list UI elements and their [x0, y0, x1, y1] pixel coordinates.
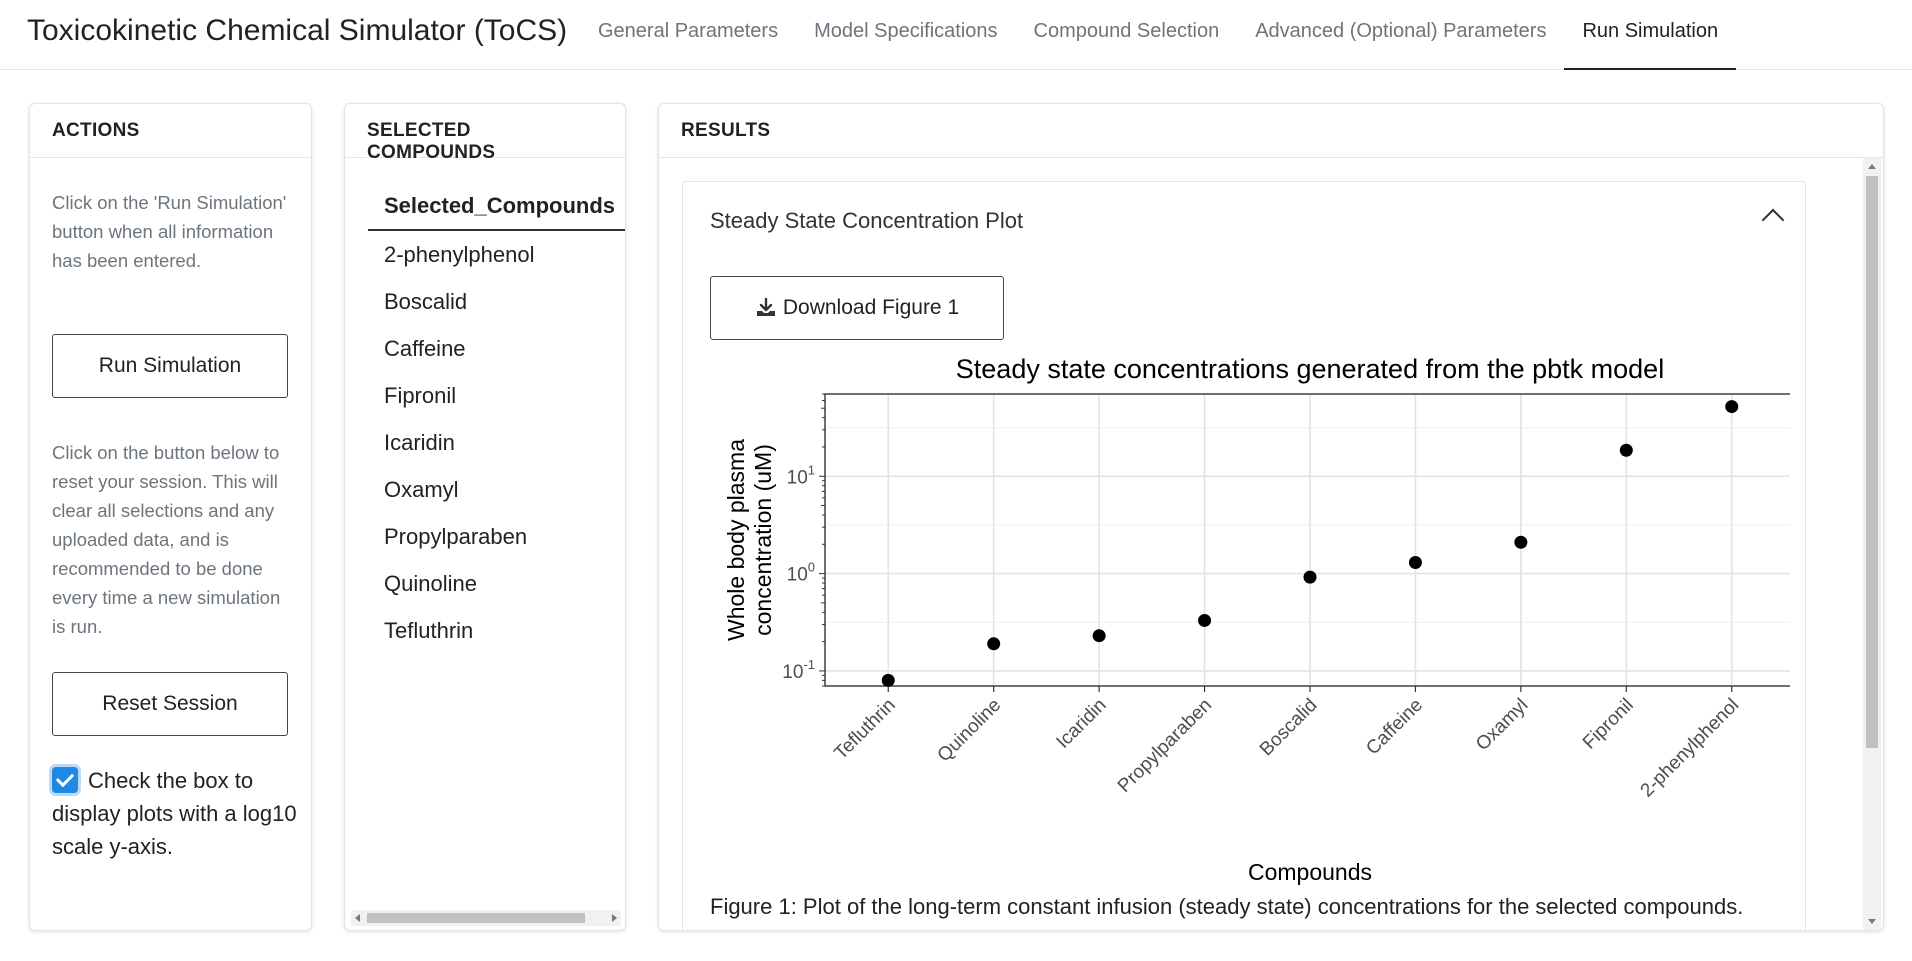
table-row: 2-phenylphenol — [384, 242, 535, 267]
x-tick-label: Fipronil — [1579, 695, 1638, 754]
app-title: Toxicokinetic Chemical Simulator (ToCS) — [27, 14, 568, 47]
x-axis-label: Compounds — [1248, 859, 1372, 885]
table-row: Boscalid — [384, 289, 468, 314]
data-point-icaridin — [1092, 629, 1106, 643]
actions-header: ACTIONS — [30, 104, 311, 158]
download-figure-button[interactable]: Download Figure 1 — [710, 276, 1004, 340]
data-point-tefluthrin — [881, 673, 895, 687]
scrollbar-thumb[interactable] — [367, 913, 585, 923]
x-tick-label: Boscalid — [1256, 695, 1322, 761]
x-tick-label: Propylparaben — [1114, 695, 1216, 797]
log-scale-option: Check the box to display plots with a lo… — [52, 764, 297, 863]
table-row: Icaridin — [384, 430, 455, 455]
y-tick-label: 101 — [787, 462, 815, 488]
x-tick-label: Caffeine — [1362, 695, 1427, 760]
data-point-2-phenylphenol — [1725, 400, 1739, 414]
download-icon — [756, 297, 775, 316]
tab-compound-selection[interactable]: Compound Selection — [1033, 20, 1220, 42]
download-button-label: Download Figure 1 — [782, 296, 960, 319]
chevron-up-icon[interactable] — [1761, 208, 1785, 232]
table-row: Caffeine — [384, 336, 466, 361]
results-body: Steady State Concentration Plot Download… — [659, 158, 1883, 930]
selected-compounds-header: SELECTED COMPOUNDS — [345, 104, 625, 163]
horizontal-scrollbar[interactable] — [351, 910, 621, 926]
figure-caption: Figure 1: Plot of the long-term constant… — [710, 894, 1744, 919]
vertical-scrollbar[interactable] — [1863, 158, 1881, 930]
results-header: RESULTS — [659, 104, 1883, 158]
data-point-caffeine — [1408, 555, 1422, 569]
table-row: Oxamyl — [384, 477, 459, 502]
top-navbar: Toxicokinetic Chemical Simulator (ToCS) … — [0, 0, 1912, 70]
y-tick-label: 10-1 — [782, 657, 815, 683]
results-card: RESULTS Steady State Concentration Plot … — [658, 103, 1884, 931]
data-point-fipronil — [1619, 443, 1633, 457]
table-row: Fipronil — [384, 383, 457, 408]
data-point-boscalid — [1303, 570, 1317, 584]
x-tick-label: 2-phenylphenol — [1637, 695, 1744, 802]
table-row: Propylparaben — [384, 524, 528, 549]
tab-advanced-parameters[interactable]: Advanced (Optional) Parameters — [1255, 20, 1547, 42]
x-tick-label: Tefluthrin — [830, 695, 899, 764]
y-tick-label: 100 — [787, 560, 815, 586]
reset-session-button[interactable]: Reset Session — [52, 672, 288, 736]
data-point-propylparaben — [1198, 613, 1212, 627]
scroll-left-icon[interactable] — [355, 914, 360, 922]
chart-title: Steady state concentrations generated fr… — [956, 354, 1664, 384]
plot-background — [825, 394, 1790, 686]
compounds-column-header: Selected_Compounds — [368, 181, 625, 231]
run-help-text: Click on the 'Run Simulation' button whe… — [52, 192, 287, 271]
compounds-table: Selected_Compounds 2-phenylphenol Boscal… — [368, 181, 625, 654]
nav-tabs: General Parameters Model Specifications … — [580, 0, 1737, 70]
tab-general-parameters[interactable]: General Parameters — [598, 20, 779, 42]
scroll-up-icon[interactable] — [1868, 164, 1876, 169]
actions-card: ACTIONS Click on the 'Run Simulation' bu… — [29, 103, 312, 931]
x-tick-label: Quinoline — [934, 695, 1006, 767]
y-axis-label: Whole body plasmaconcentration (uM) — [723, 439, 776, 641]
steady-state-panel: Steady State Concentration Plot Download… — [682, 181, 1806, 930]
tab-model-specifications[interactable]: Model Specifications — [814, 20, 998, 42]
x-tick-label: Icaridin — [1053, 695, 1111, 753]
selected-compounds-card: SELECTED COMPOUNDS Selected_Compounds 2-… — [344, 103, 626, 931]
x-tick-label: Oxamyl — [1472, 695, 1532, 755]
data-point-oxamyl — [1514, 535, 1528, 549]
scroll-right-icon[interactable] — [612, 914, 617, 922]
data-point-quinoline — [987, 637, 1001, 651]
table-row: Quinoline — [384, 571, 477, 596]
scroll-down-icon[interactable] — [1868, 919, 1876, 924]
scrollbar-thumb[interactable] — [1866, 176, 1878, 748]
tab-run-simulation[interactable]: Run Simulation — [1564, 0, 1737, 70]
table-row: Tefluthrin — [384, 618, 474, 643]
steady-state-chart: Steady state concentrations generated fr… — [723, 354, 1790, 885]
log-scale-label: Check the box to display plots with a lo… — [52, 768, 297, 859]
panel-title: Steady State Concentration Plot — [710, 208, 1024, 233]
log-scale-checkbox[interactable] — [52, 767, 78, 793]
reset-help-text: Click on the button below to reset your … — [52, 442, 281, 637]
run-simulation-button[interactable]: Run Simulation — [52, 334, 288, 398]
